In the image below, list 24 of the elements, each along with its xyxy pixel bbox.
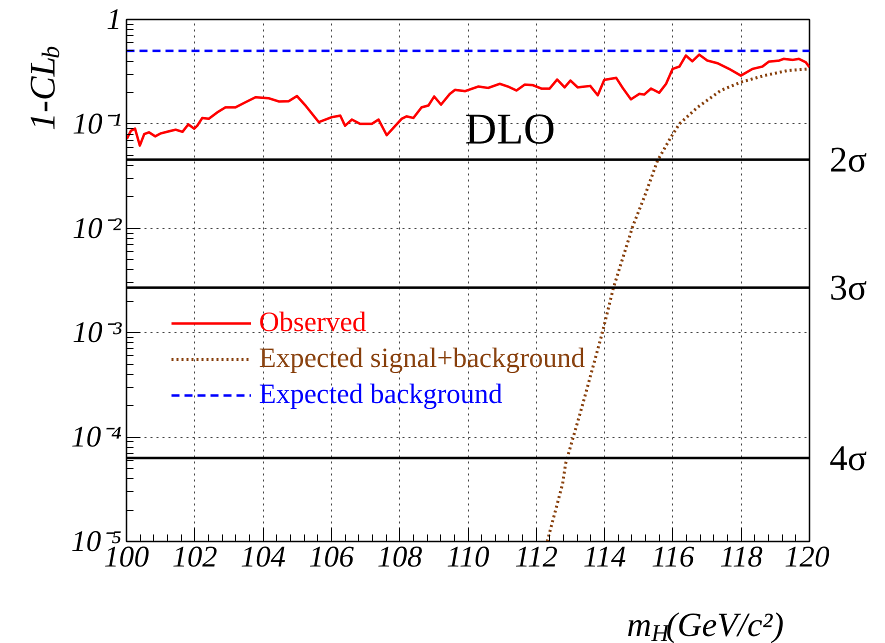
line-series (126, 53, 810, 147)
legend-label: Expected background (259, 379, 502, 411)
x-tick-label: 102 (172, 540, 218, 574)
ref-line-label: 4σ (830, 438, 867, 478)
legend-label: Expected signal+background (259, 343, 586, 375)
x-tick-label: 116 (652, 540, 694, 574)
x-tick-label: 118 (720, 540, 763, 574)
y-axis-title: 1-CLb (22, 46, 65, 130)
x-tick-label: 112 (514, 540, 558, 574)
x-tick-label: 120 (784, 540, 830, 574)
y-tick-label: 10⁻² (72, 212, 123, 245)
legend-label: Observed (259, 307, 366, 339)
y-tick-label: 10⁻⁴ (71, 420, 122, 454)
x-tick-label: 104 (240, 540, 286, 574)
x-tick-label: 114 (583, 540, 626, 574)
y-tick-label: 10⁻³ (72, 316, 123, 350)
ref-line-label: 2σ (830, 140, 867, 180)
y-tick-label: 1 (106, 3, 122, 36)
x-tick-label: 106 (308, 540, 354, 574)
x-tick-label: 108 (377, 540, 422, 574)
x-tick-label: 110 (446, 540, 490, 574)
annotation: DLO (464, 104, 556, 154)
ref-line-label: 3σ (830, 268, 867, 308)
y-tick-label: 10⁻¹ (72, 107, 122, 140)
